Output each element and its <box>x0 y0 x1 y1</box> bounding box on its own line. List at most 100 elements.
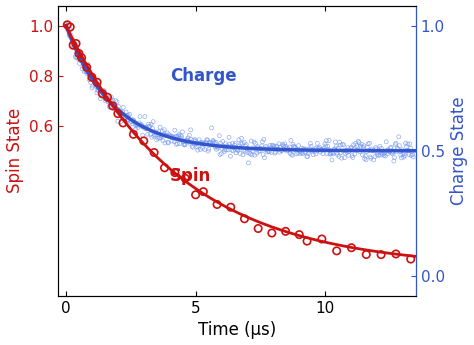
Point <box>90 78 97 83</box>
Point <box>399 151 407 157</box>
Point <box>286 151 294 156</box>
Point <box>86 69 94 75</box>
Point <box>136 120 143 126</box>
Point <box>171 127 179 133</box>
Y-axis label: Spin State: Spin State <box>6 108 24 194</box>
Point <box>252 146 260 151</box>
Point <box>402 144 410 149</box>
Point <box>90 76 98 82</box>
Point <box>122 115 129 121</box>
Point <box>380 148 387 154</box>
Point <box>209 138 217 143</box>
Point <box>366 140 374 146</box>
Point <box>76 49 84 55</box>
Point <box>387 145 395 150</box>
Point <box>87 80 94 85</box>
Point <box>219 139 227 144</box>
Point <box>244 146 252 151</box>
Point <box>186 140 194 146</box>
Point <box>405 152 413 157</box>
Point <box>355 138 362 144</box>
Point <box>271 150 279 156</box>
Point <box>104 99 112 105</box>
Point <box>240 147 247 153</box>
Point <box>207 140 214 146</box>
Point <box>188 137 195 142</box>
Point <box>164 130 171 136</box>
Point <box>85 77 93 82</box>
Point <box>332 144 340 149</box>
Point <box>101 98 109 103</box>
Point <box>338 155 346 161</box>
Point <box>354 147 362 153</box>
Point <box>136 114 144 119</box>
Point <box>68 40 76 45</box>
Point <box>88 75 96 80</box>
Point <box>313 145 320 151</box>
Point <box>298 145 305 151</box>
Point <box>273 143 280 149</box>
Text: Spin: Spin <box>170 167 211 185</box>
Point <box>377 252 385 257</box>
Point <box>262 144 270 149</box>
Point <box>74 50 82 56</box>
Point <box>293 147 301 152</box>
Point <box>146 124 154 129</box>
Point <box>159 138 167 144</box>
Point <box>383 148 391 153</box>
Point <box>79 63 87 69</box>
Point <box>389 149 397 155</box>
Point <box>359 145 367 150</box>
Point <box>222 141 229 146</box>
Point <box>213 202 221 207</box>
Point <box>69 37 76 42</box>
Point <box>268 150 275 155</box>
Point <box>145 121 152 127</box>
Point <box>255 226 262 231</box>
Point <box>280 143 288 149</box>
Point <box>150 150 158 155</box>
Point <box>108 95 115 100</box>
Point <box>404 141 411 147</box>
Point <box>202 139 210 145</box>
Point <box>200 141 207 146</box>
Point <box>317 147 325 152</box>
Point <box>268 230 276 236</box>
Point <box>201 147 209 152</box>
Point <box>313 140 321 146</box>
X-axis label: Time (μs): Time (μs) <box>198 322 276 339</box>
Point <box>199 145 206 151</box>
Point <box>205 146 213 152</box>
Point <box>381 150 389 156</box>
Point <box>195 137 203 142</box>
Point <box>156 125 164 130</box>
Point <box>295 232 303 237</box>
Point <box>149 119 157 124</box>
Point <box>221 147 228 152</box>
Point <box>289 152 296 158</box>
Point <box>320 147 328 153</box>
Point <box>100 89 107 94</box>
Point <box>196 140 204 146</box>
Point <box>161 165 168 170</box>
Point <box>64 24 72 30</box>
Point <box>229 148 237 154</box>
Point <box>144 131 151 137</box>
Point <box>256 146 264 151</box>
Point <box>401 151 408 156</box>
Point <box>142 126 149 132</box>
Point <box>91 80 99 85</box>
Point <box>274 146 282 152</box>
Point <box>368 148 375 154</box>
Point <box>304 154 311 159</box>
Point <box>102 96 109 102</box>
Point <box>337 142 344 148</box>
Point <box>83 65 91 70</box>
Point <box>265 149 273 155</box>
Point <box>297 149 304 154</box>
Point <box>261 155 268 160</box>
Point <box>364 145 371 150</box>
Point <box>390 158 398 164</box>
Point <box>273 144 281 149</box>
Point <box>64 22 71 28</box>
